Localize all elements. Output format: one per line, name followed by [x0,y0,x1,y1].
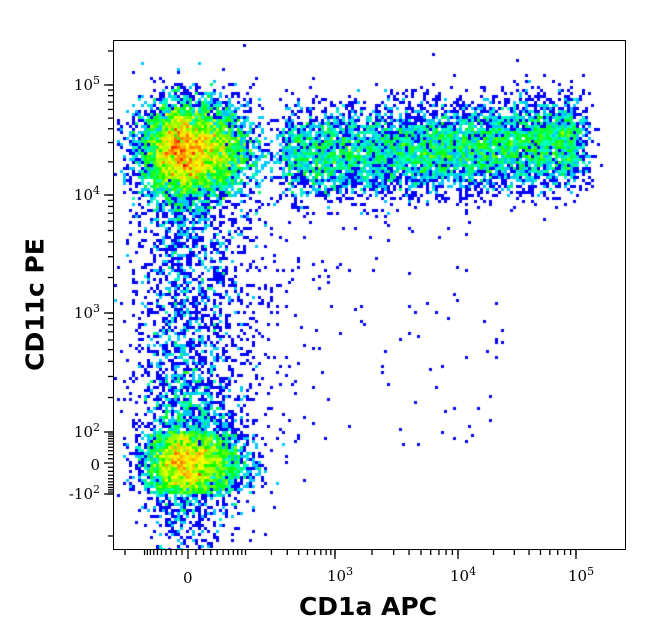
y-tick-label: 104 [73,184,100,204]
x-tick-label: 103 [327,565,354,585]
y-tick-label: 105 [73,74,100,94]
y-tick-label: 102 [73,421,100,441]
x-tick-label: 105 [568,565,595,585]
y-tick-label: 103 [73,302,100,322]
x-tick-label: 104 [450,565,477,585]
x-tick-label: 0 [183,569,193,587]
density-points [114,41,625,549]
y-tick-label: -102 [68,483,100,503]
x-axis-label: CD1a APC [298,592,438,621]
plot-area [113,40,626,550]
y-tick-label: 0 [90,456,100,474]
y-axis-label: CD11c PE [20,238,50,371]
